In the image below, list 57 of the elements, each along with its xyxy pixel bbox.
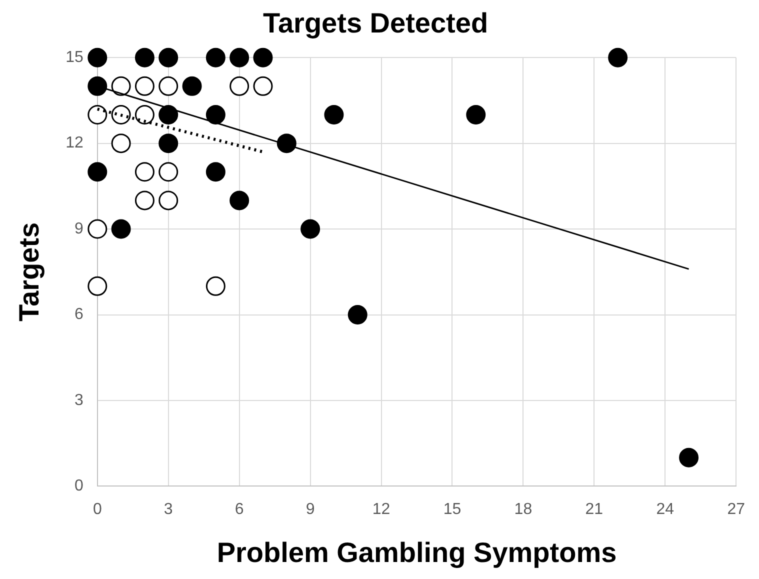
y-tick-label: 6 — [74, 306, 84, 324]
point — [88, 48, 108, 68]
point — [206, 276, 226, 296]
y-tick-label: 0 — [74, 478, 84, 495]
x-tick-label: 0 — [92, 501, 102, 518]
point — [466, 104, 486, 124]
x-tick-label: 12 — [372, 501, 390, 518]
point — [88, 276, 108, 296]
point — [158, 104, 178, 124]
point — [88, 76, 108, 96]
x-tick-label: 3 — [164, 501, 173, 518]
chart-title: Targets Detected — [262, 8, 488, 39]
y-tick-label: 9 — [74, 220, 84, 238]
point — [158, 162, 178, 182]
point — [88, 162, 108, 182]
x-tick-label: 24 — [656, 501, 674, 518]
point — [230, 76, 250, 96]
point — [134, 104, 154, 124]
point — [158, 48, 178, 68]
point — [206, 48, 226, 68]
point — [182, 76, 202, 96]
point — [88, 104, 108, 124]
point — [300, 219, 320, 239]
point — [134, 190, 154, 210]
x-tick-label: 15 — [443, 501, 462, 518]
x-tick-label: 18 — [514, 501, 532, 518]
y-axis-title: Targets — [14, 222, 45, 322]
point — [230, 48, 250, 68]
point — [111, 134, 131, 154]
x-tick-label: 9 — [306, 501, 315, 518]
point — [88, 219, 108, 239]
point — [134, 48, 154, 68]
point — [324, 104, 344, 124]
point — [348, 305, 368, 325]
point — [206, 104, 226, 124]
point — [158, 190, 178, 210]
point — [111, 219, 131, 239]
x-tick-label: 6 — [234, 501, 244, 518]
y-tick-label: 3 — [74, 392, 84, 409]
x-tick-label: 21 — [585, 501, 604, 518]
x-tick-label: 27 — [727, 501, 746, 518]
point — [111, 76, 131, 96]
point — [608, 48, 628, 68]
point — [134, 162, 154, 182]
point — [158, 76, 178, 96]
y-tick-label: 12 — [66, 134, 84, 152]
point — [206, 162, 226, 182]
point — [276, 134, 296, 154]
point — [230, 190, 250, 210]
y-tick-label: 15 — [66, 49, 84, 66]
point — [111, 104, 131, 124]
x-axis-title: Problem Gambling Symptoms — [216, 536, 617, 568]
point — [679, 448, 699, 468]
point — [253, 48, 273, 68]
point — [158, 134, 178, 154]
point — [134, 76, 154, 96]
point — [253, 76, 273, 96]
